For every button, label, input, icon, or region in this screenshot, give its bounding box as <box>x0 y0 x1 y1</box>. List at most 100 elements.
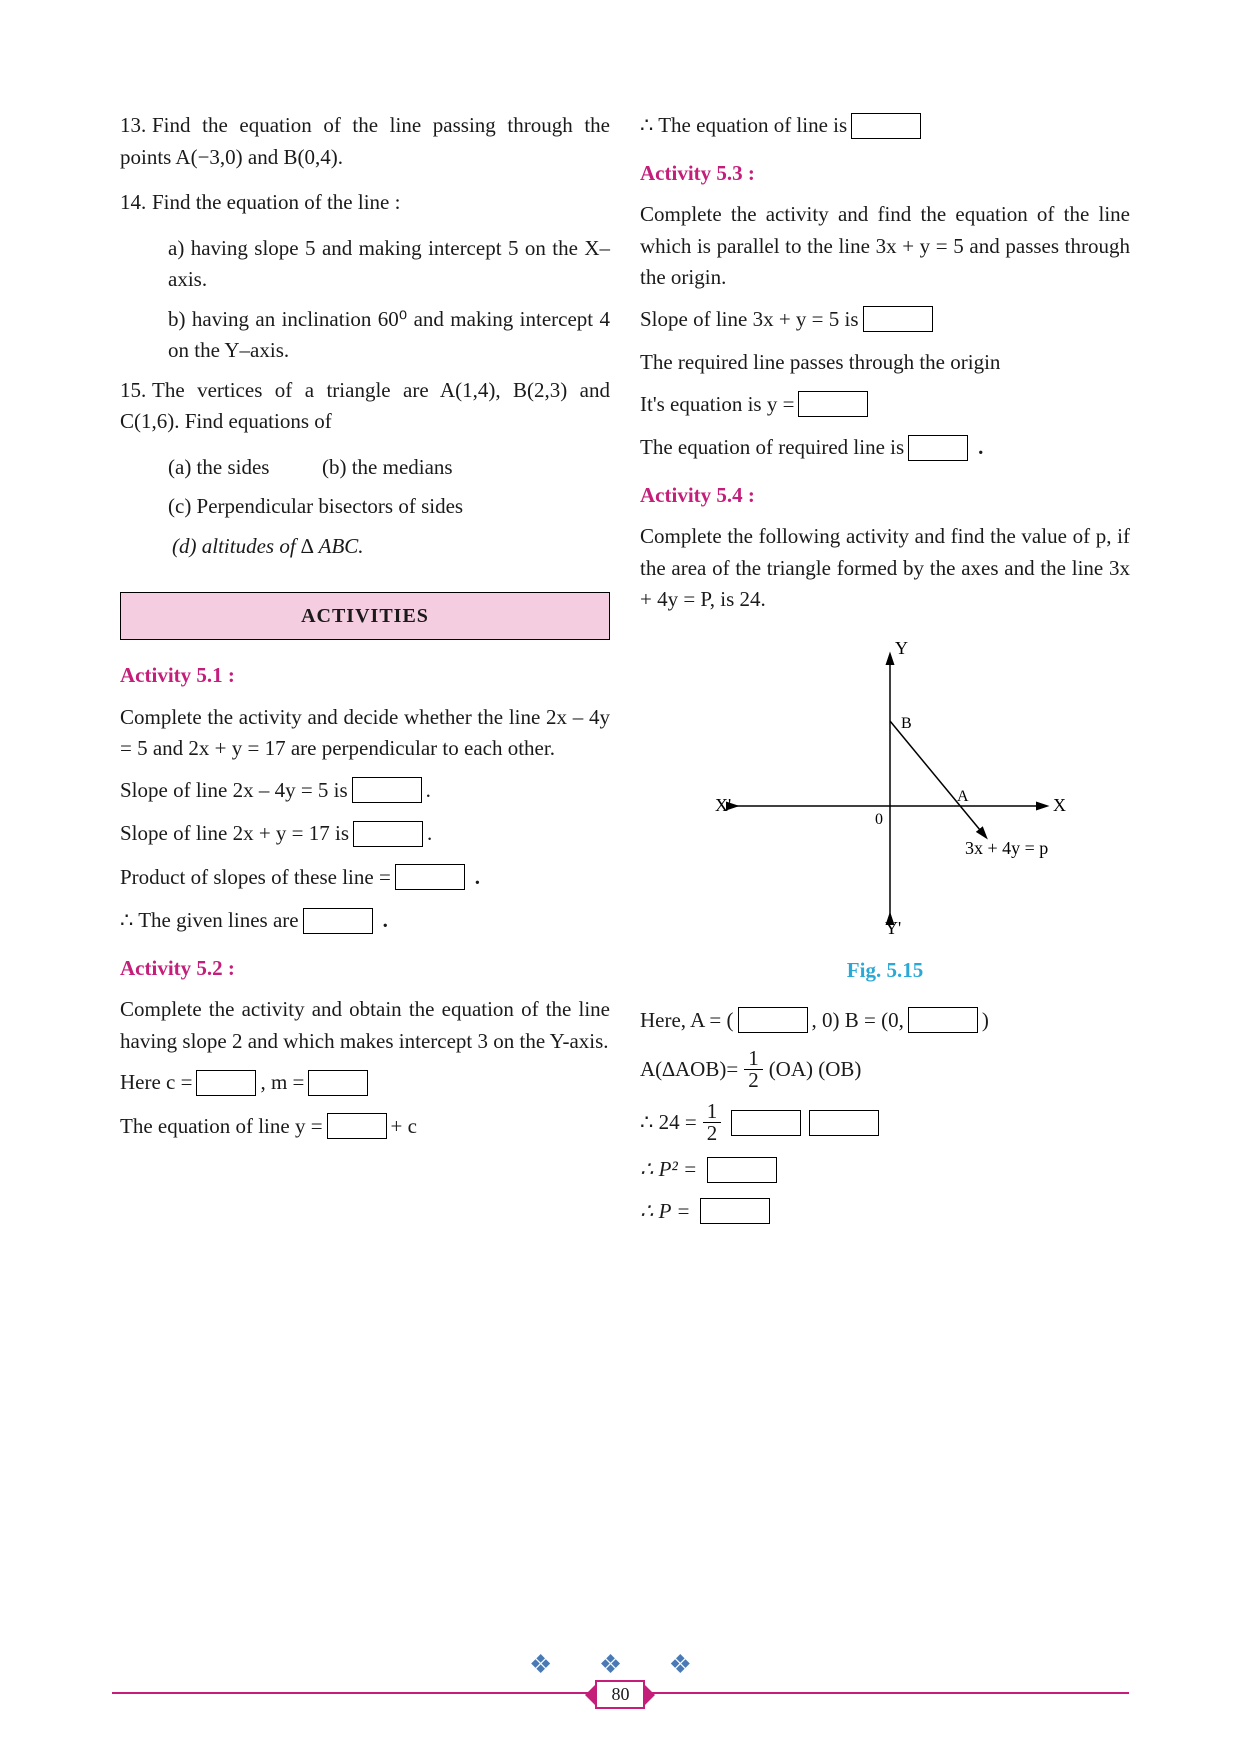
a52-line2: The equation of line y = + c <box>120 1111 610 1143</box>
blank-input[interactable] <box>908 1007 978 1033</box>
q15-a: (a) the sides <box>168 455 269 479</box>
label-Y: Y <box>895 638 908 658</box>
label-X: X <box>1053 795 1066 815</box>
blank-input[interactable] <box>851 113 921 139</box>
a53-line2: The required line passes through the ori… <box>640 347 1130 379</box>
q14-a: a) having slope 5 and making intercept 5… <box>168 233 610 296</box>
fig-caption: Fig. 5.15 <box>640 955 1130 987</box>
q13-num: 13. <box>120 110 152 142</box>
activity-5-2-title: Activity 5.2 : <box>120 953 610 985</box>
period-bold: . <box>475 862 480 894</box>
a52-l1a: Here c = <box>120 1067 192 1099</box>
activity-5-3-intro: Complete the activity and find the equat… <box>640 199 1130 294</box>
label-A: A <box>957 788 969 805</box>
period: . <box>427 818 432 850</box>
right-column: ∴ The equation of line is Activity 5.3 :… <box>640 110 1130 1237</box>
q14-text: Find the equation of the line : <box>152 190 400 214</box>
a54-r4a: ∴ P = <box>640 1196 690 1228</box>
activity-5-3-title: Activity 5.3 : <box>640 158 1130 190</box>
blank-input[interactable] <box>352 777 422 803</box>
blank-input[interactable] <box>303 908 373 934</box>
blank-input[interactable] <box>700 1198 770 1224</box>
a53-l3-text: It's equation is y = <box>640 389 794 421</box>
q15-num: 15. <box>120 375 152 407</box>
eq-of-line: ∴ The equation of line is <box>640 110 1130 142</box>
a51-l4-text: ∴ The given lines are <box>120 905 299 937</box>
blank-input[interactable] <box>308 1070 368 1096</box>
q15-c: (c) Perpendicular bisectors of sides <box>168 491 610 523</box>
label-Yp: Y' <box>885 918 901 936</box>
period: . <box>426 775 431 807</box>
q14-num: 14. <box>120 187 152 219</box>
a54-r2a: ∴ 24 = <box>640 1107 697 1139</box>
a51-line4: ∴ The given lines are . <box>120 905 610 937</box>
a54-row3: ∴ P² = <box>640 1154 1130 1186</box>
blank-input[interactable] <box>196 1070 256 1096</box>
fraction-half: 12 <box>703 1101 722 1144</box>
a51-l1-text: Slope of line 2x – 4y = 5 is <box>120 775 348 807</box>
graph-svg: Y Y' X X' 0 B A 3x + 4y = p <box>695 636 1075 936</box>
a53-line1: Slope of line 3x + y = 5 is <box>640 304 1130 336</box>
blank-input[interactable] <box>395 864 465 890</box>
left-column: 13.Find the equation of the line passing… <box>120 110 610 1237</box>
a54-here-a: Here, A = ( <box>640 1005 734 1037</box>
a52-l2a: The equation of line y = <box>120 1111 323 1143</box>
activity-5-4-intro: Complete the following activity and find… <box>640 521 1130 616</box>
a53-line3: It's equation is y = <box>640 389 1130 421</box>
blank-input[interactable] <box>731 1110 801 1136</box>
blank-input[interactable] <box>353 821 423 847</box>
a54-area-row: A(∆AOB)= 12 (OA) (OB) <box>640 1048 1130 1091</box>
a51-line1: Slope of line 2x – 4y = 5 is . <box>120 775 610 807</box>
q13-text: Find the equation of the line passing th… <box>120 113 610 169</box>
a53-line4: The equation of required line is . <box>640 432 1130 464</box>
q15-b: (b) the medians <box>322 455 453 479</box>
a54-area-lhs: A(∆AOB)= <box>640 1054 738 1086</box>
q15-d: (d) altitudes of ∆ ABC. <box>172 531 610 563</box>
activity-5-1-title: Activity 5.1 : <box>120 660 610 692</box>
period-bold: . <box>383 905 388 937</box>
page-number-badge: 80 <box>595 1680 645 1709</box>
question-15: 15.The vertices of a triangle are A(1,4)… <box>120 375 610 438</box>
label-Xp: X' <box>715 795 731 815</box>
a52-l1b: , m = <box>260 1067 304 1099</box>
a52-line1: Here c = , m = <box>120 1067 610 1099</box>
activity-5-4-title: Activity 5.4 : <box>640 480 1130 512</box>
period-bold: . <box>978 432 983 464</box>
question-13: 13.Find the equation of the line passing… <box>120 110 610 173</box>
a51-l3-text: Product of slopes of these line = <box>120 862 391 894</box>
blank-input[interactable] <box>738 1007 808 1033</box>
figure-5-15: Y Y' X X' 0 B A 3x + 4y = p <box>640 636 1130 946</box>
page-content: 13.Find the equation of the line passing… <box>120 110 1146 1237</box>
q15-ab: (a) the sides (b) the medians <box>168 452 610 484</box>
activities-heading: ACTIVITIES <box>120 592 610 640</box>
question-14: 14.Find the equation of the line : <box>120 187 610 219</box>
footer-rule: 80 <box>112 1692 1130 1694</box>
activity-5-2-intro: Complete the activity and obtain the equ… <box>120 994 610 1057</box>
q15-text: The vertices of a triangle are A(1,4), B… <box>120 378 610 434</box>
eq-of-line-text: ∴ The equation of line is <box>640 110 847 142</box>
a54-row4: ∴ P = <box>640 1196 1130 1228</box>
blank-input[interactable] <box>707 1157 777 1183</box>
blank-input[interactable] <box>908 435 968 461</box>
label-B: B <box>901 715 912 732</box>
a54-here-mid: , 0) B = (0, <box>812 1005 904 1037</box>
a54-area-rhs: (OA) (OB) <box>769 1054 862 1086</box>
page-footer: ❖ ❖ ❖ 80 <box>0 1650 1241 1694</box>
activity-5-1-intro: Complete the activity and decide whether… <box>120 702 610 765</box>
a54-r3a: ∴ P² = <box>640 1154 697 1186</box>
a54-row2: ∴ 24 = 12 <box>640 1101 1130 1144</box>
a53-l4-text: The equation of required line is <box>640 432 904 464</box>
blank-input[interactable] <box>863 306 933 332</box>
a51-line3: Product of slopes of these line = . <box>120 862 610 894</box>
q14-b: b) having an inclination 60⁰ and making … <box>168 304 610 367</box>
blank-input[interactable] <box>327 1113 387 1139</box>
fraction-half: 12 <box>744 1048 763 1091</box>
a51-line2: Slope of line 2x + y = 17 is . <box>120 818 610 850</box>
blank-input[interactable] <box>809 1110 879 1136</box>
label-line: 3x + 4y = p <box>965 838 1048 858</box>
label-O: 0 <box>875 811 883 828</box>
a52-l2b: + c <box>391 1111 417 1143</box>
blank-input[interactable] <box>798 391 868 417</box>
a53-l1-text: Slope of line 3x + y = 5 is <box>640 304 859 336</box>
a51-l2-text: Slope of line 2x + y = 17 is <box>120 818 349 850</box>
